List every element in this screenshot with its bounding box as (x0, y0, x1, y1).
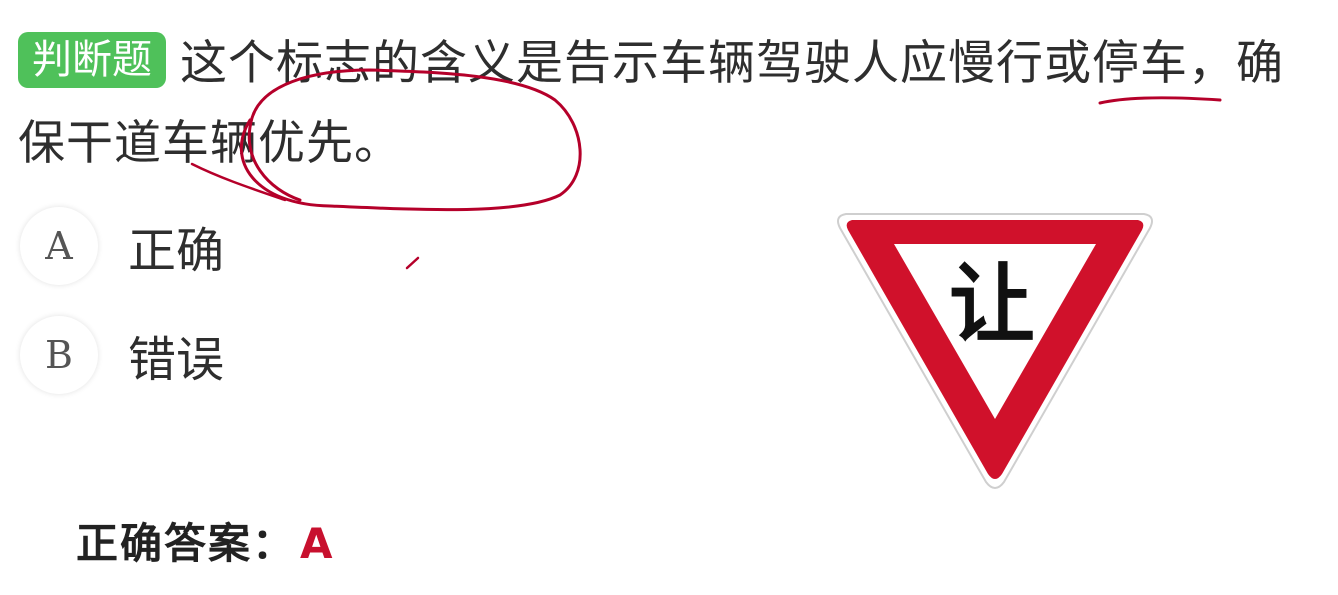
option-b-label[interactable]: 错误 (128, 332, 225, 388)
question-text: 这个标志的含义是告示车辆驾驶人应慢行或停车，确保干道车辆优先。 (18, 36, 1284, 171)
question-type-badge: 判断题 (18, 32, 166, 88)
option-a-letter[interactable]: A (20, 207, 98, 285)
option-a[interactable]: A 正确 (20, 206, 224, 286)
small-tick-mark (405, 256, 420, 270)
option-b-letter[interactable]: B (20, 316, 98, 394)
yield-sign-character: 让 (949, 255, 1035, 355)
question-block: 判断题 这个标志的含义是告示车辆驾驶人应慢行或停车，确保干道车辆优先。 (18, 24, 1328, 184)
correct-answer: 正确答案：A (76, 510, 335, 571)
option-a-label[interactable]: 正确 (128, 223, 225, 279)
yield-sign-inner (894, 244, 1096, 419)
yield-sign-icon: 让 (837, 213, 1153, 489)
correct-answer-value: A (300, 519, 335, 568)
correct-answer-label: 正确答案： (76, 519, 297, 568)
option-b[interactable]: B 错误 (20, 315, 224, 395)
